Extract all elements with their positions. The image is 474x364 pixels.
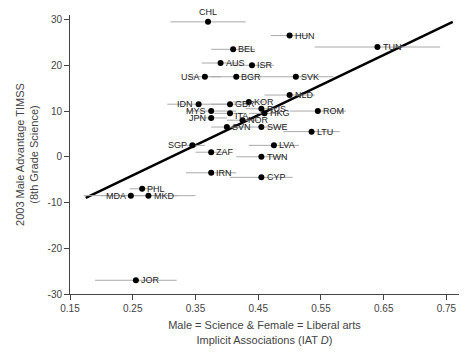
svg-text:NOR: NOR xyxy=(248,115,269,125)
svg-text:LTU: LTU xyxy=(317,127,333,137)
svg-text:LVA: LVA xyxy=(279,140,295,150)
svg-text:0.35: 0.35 xyxy=(186,303,206,314)
svg-text:Male = Science & Female = Libe: Male = Science & Female = Liberal artsIm… xyxy=(168,319,361,345)
svg-text:0.65: 0.65 xyxy=(374,303,394,314)
svg-text:JOR: JOR xyxy=(141,275,160,285)
svg-text:10: 10 xyxy=(51,106,63,117)
svg-text:CYP: CYP xyxy=(267,172,286,182)
svg-text:IRN: IRN xyxy=(216,168,232,178)
svg-text:AUS: AUS xyxy=(226,58,245,68)
svg-text:MDA: MDA xyxy=(106,191,126,201)
svg-text:GBR: GBR xyxy=(235,99,255,109)
svg-text:KOR: KOR xyxy=(254,97,274,107)
svg-text:SGP: SGP xyxy=(168,140,187,150)
svg-text:ITA: ITA xyxy=(235,111,248,121)
svg-text:0.25: 0.25 xyxy=(123,303,143,314)
svg-text:0.75: 0.75 xyxy=(437,303,457,314)
svg-text:0.15: 0.15 xyxy=(60,303,80,314)
svg-text:20: 20 xyxy=(51,60,63,71)
svg-text:SVN: SVN xyxy=(232,122,251,132)
svg-text:MYS: MYS xyxy=(186,106,206,116)
svg-text:PHL: PHL xyxy=(147,184,165,194)
svg-text:2003 Male Advantage TIMSS(8th: 2003 Male Advantage TIMSS(8th Grade Scie… xyxy=(14,83,40,226)
svg-text:30: 30 xyxy=(51,14,63,25)
svg-text:0.55: 0.55 xyxy=(311,303,331,314)
svg-text:ROM: ROM xyxy=(323,106,344,116)
svg-text:0: 0 xyxy=(56,151,62,162)
svg-text:-30: -30 xyxy=(48,289,63,300)
svg-text:ZAF: ZAF xyxy=(216,147,234,157)
svg-text:ISR: ISR xyxy=(257,60,273,70)
svg-text:BEL: BEL xyxy=(238,44,255,54)
svg-text:HKG: HKG xyxy=(270,108,290,118)
svg-text:-10: -10 xyxy=(48,197,63,208)
svg-text:SWE: SWE xyxy=(267,122,288,132)
svg-text:USA: USA xyxy=(181,72,200,82)
svg-text:MKD: MKD xyxy=(154,191,175,201)
svg-text:TUN: TUN xyxy=(383,42,402,52)
svg-text:SVK: SVK xyxy=(301,72,319,82)
svg-text:HUN: HUN xyxy=(295,31,315,41)
svg-text:0.45: 0.45 xyxy=(248,303,268,314)
svg-text:RUS: RUS xyxy=(267,104,286,114)
svg-text:IDN: IDN xyxy=(177,99,193,109)
svg-text:NLD: NLD xyxy=(295,90,314,100)
svg-text:JPN: JPN xyxy=(189,113,206,123)
svg-text:TWN: TWN xyxy=(267,152,288,162)
svg-text:-20: -20 xyxy=(48,243,63,254)
svg-text:BGR: BGR xyxy=(241,72,261,82)
svg-text:CHL: CHL xyxy=(199,7,217,17)
